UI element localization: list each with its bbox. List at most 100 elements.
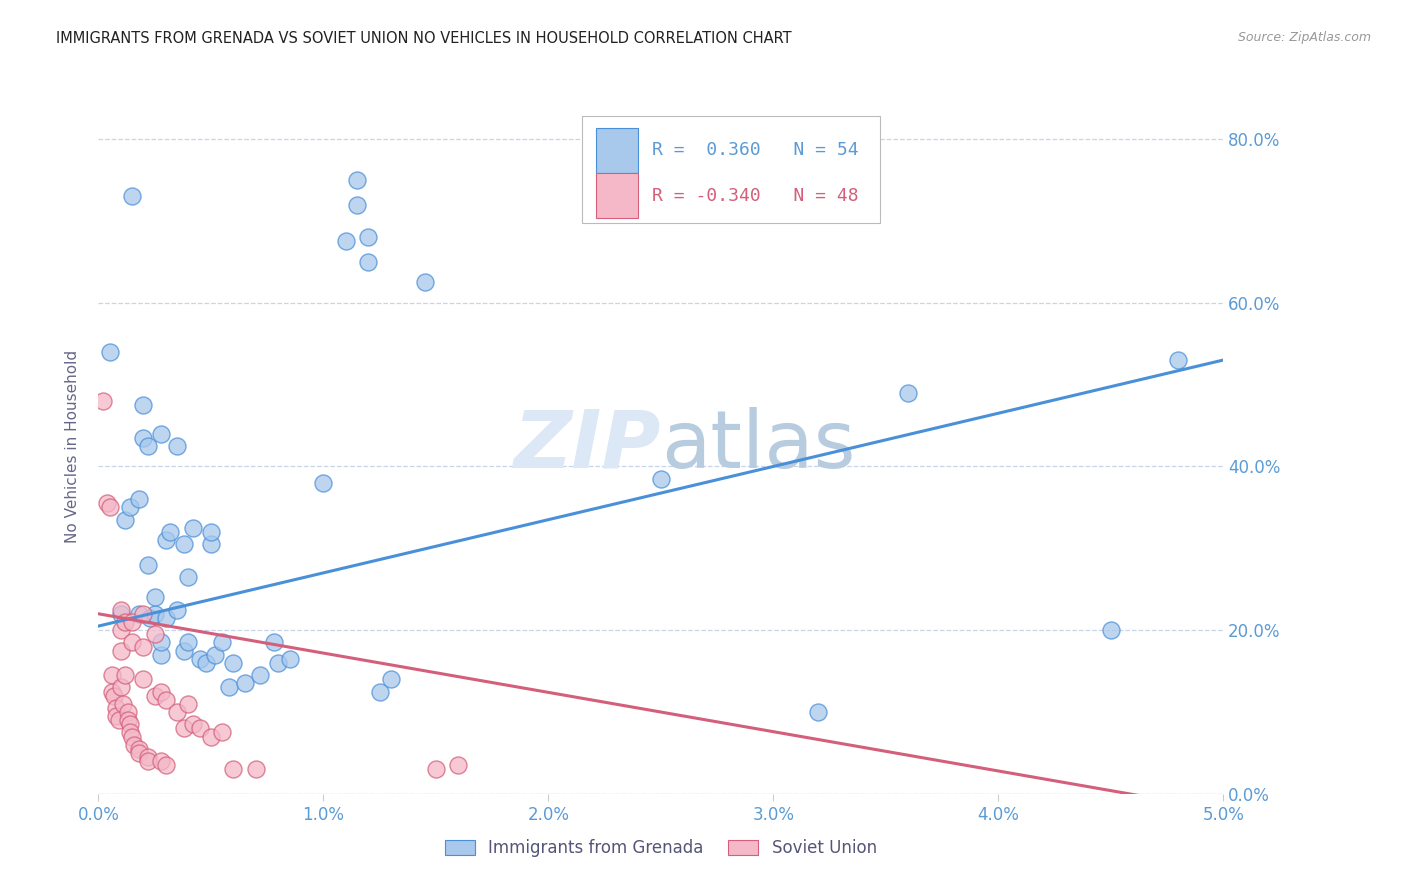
Point [110,623,132,637]
Point [218,681,240,695]
Point [101,668,124,682]
Point [267,656,290,670]
Point [181,521,204,535]
Point [155,611,177,625]
Point [98,344,121,359]
Point [114,668,136,682]
Point [200,730,222,744]
Point [118,725,141,739]
Point [105,709,128,723]
Bar [596,128,638,173]
Point [96,496,118,510]
Point [447,758,470,772]
Point [124,738,146,752]
Point [150,648,173,662]
Point [132,398,155,412]
Text: R =  0.360   N = 54: R = 0.360 N = 54 [652,141,859,160]
Point [166,705,188,719]
Point [188,722,211,736]
Point [357,230,380,244]
Point [211,635,233,649]
Point [150,426,173,441]
Text: Source: ZipAtlas.com: Source: ZipAtlas.com [1237,31,1371,45]
Point [413,275,436,289]
Point [103,689,125,703]
Point [121,615,143,629]
Point [173,643,195,657]
Point [200,537,222,551]
Point [136,754,159,768]
Point [114,615,136,629]
Point [110,603,132,617]
Point [346,197,368,211]
Point [166,603,188,617]
Point [249,668,271,682]
Point [380,673,402,687]
Point [110,607,132,621]
Point [150,635,173,649]
Point [118,500,141,515]
Point [177,570,200,584]
Point [101,684,124,698]
Point [222,656,245,670]
Point [132,673,155,687]
Point [188,652,211,666]
Point [132,607,155,621]
Point [98,500,121,515]
Point [155,692,177,706]
Point [143,607,166,621]
Legend: Immigrants from Grenada, Soviet Union: Immigrants from Grenada, Soviet Union [436,830,886,865]
Bar [596,173,638,219]
Point [278,652,301,666]
Point [128,746,150,760]
Point [150,754,173,768]
Point [312,475,335,490]
Point [132,431,155,445]
Point [807,705,830,719]
Point [110,643,132,657]
Point [91,394,114,409]
Point [211,725,233,739]
Point [155,533,177,548]
Point [114,513,136,527]
Point [121,730,143,744]
Point [117,713,139,727]
Point [173,537,195,551]
Point [346,173,368,187]
Point [150,684,173,698]
Point [335,235,357,249]
Point [650,472,672,486]
Point [1099,623,1122,637]
Point [118,717,141,731]
Point [112,697,135,711]
Point [136,750,159,764]
Point [233,676,256,690]
Text: R = -0.340   N = 48: R = -0.340 N = 48 [652,186,859,204]
Point [136,439,159,453]
Point [159,524,181,539]
Point [1167,353,1189,368]
Point [181,717,204,731]
Point [245,762,267,776]
Point [222,762,245,776]
Point [132,640,155,654]
Point [425,762,447,776]
Point [117,705,139,719]
Point [200,524,222,539]
Point [143,591,166,605]
Point [128,492,150,507]
Point [155,758,177,772]
Point [136,558,159,572]
Point [173,722,195,736]
Point [107,713,129,727]
Point [357,255,380,269]
Point [110,681,132,695]
Text: IMMIGRANTS FROM GRENADA VS SOVIET UNION NO VEHICLES IN HOUSEHOLD CORRELATION CHA: IMMIGRANTS FROM GRENADA VS SOVIET UNION … [56,31,792,46]
Point [166,439,188,453]
Point [139,611,162,625]
Point [177,697,200,711]
Point [195,656,218,670]
Point [128,607,150,621]
Y-axis label: No Vehicles in Household: No Vehicles in Household [65,350,80,542]
FancyBboxPatch shape [582,116,880,223]
